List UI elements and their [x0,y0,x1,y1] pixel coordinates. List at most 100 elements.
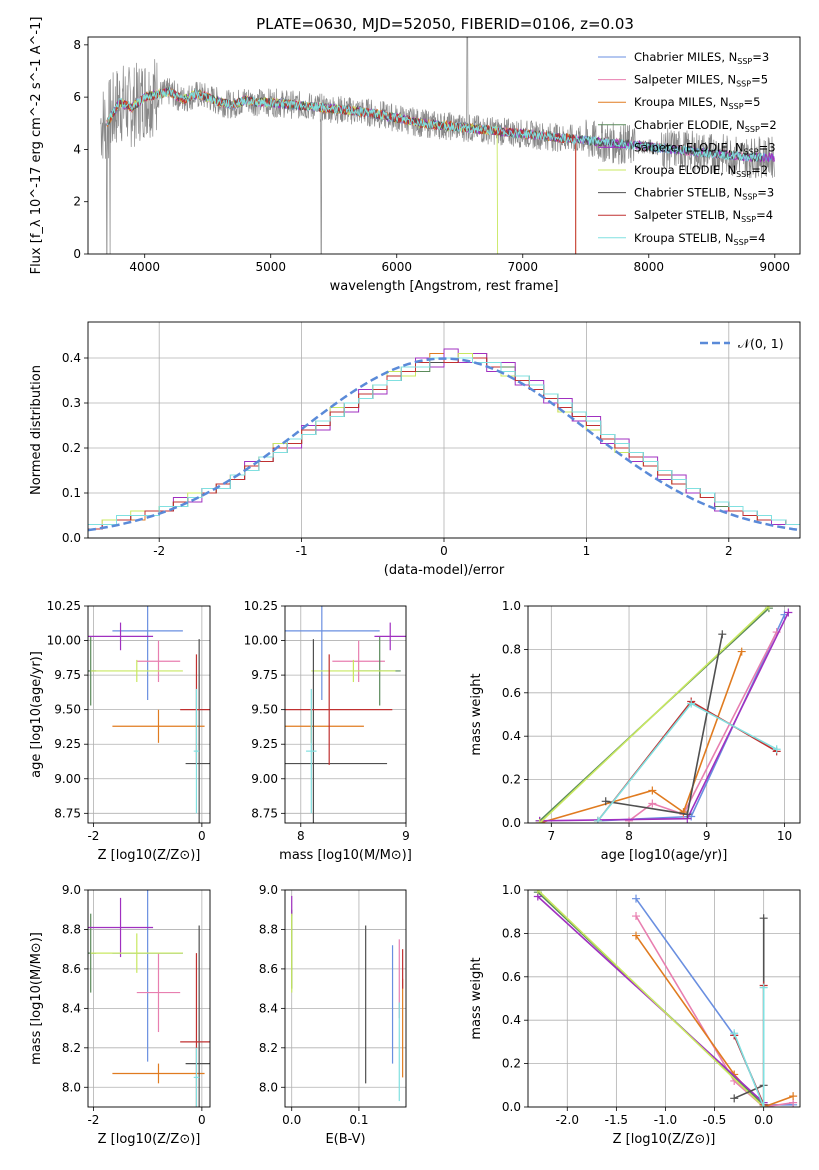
weight-point-marker [759,983,768,992]
y-tick-label: 6 [73,90,81,104]
x-axis-label: E(B-V) [325,1132,365,1147]
y-tick-label: 9.00 [54,772,81,786]
weight-line [539,651,743,823]
legend-entry: Salpeter ELODIE, NSSP=3 [634,140,776,156]
y-tick-label: 0.8 [502,926,521,940]
x-tick-label: 8 [625,829,633,843]
y-tick-label: 8.8 [62,922,81,936]
y-tick-label: 0.2 [62,441,81,455]
y-tick-label: 8.75 [54,806,81,820]
mass-vs-metallicity-panel: -2 0 8.0 8.2 8.4 8.6 8.8 9.0 Z [log10(Z/Z⊙)] mass… [29,883,211,1147]
y-tick-label: 0.0 [502,1100,521,1114]
x-tick-label: 7 [547,829,555,843]
weight-point-marker [772,745,781,754]
y-tick-label: 9.50 [251,703,278,717]
y-tick-label: 9.0 [62,883,81,897]
weight-point-marker [759,1103,768,1107]
mass-vs-ebv-panel: 0.0 0.1 8.0 8.2 8.4 8.6 8.8 9.0 E(B-V) [259,883,407,1147]
legend-count: =3 [752,50,769,64]
x-tick-label: -1 [296,544,308,558]
legend-entry: Chabrier STELIB, NSSP=3 [634,186,774,202]
x-tick-label: 4000 [129,260,160,274]
y-tick-label: 0.4 [502,1013,521,1027]
weight-point-marker [533,890,542,894]
weight-point-marker [601,797,610,806]
errorbar-group [291,895,404,1102]
weight-point-marker [648,786,657,795]
errorbar-group [88,890,210,1107]
x-axis-label: Z [log10(Z/Z⊙)] [613,1132,716,1147]
weight-point-marker [625,816,634,823]
x-tick-label: 9000 [760,260,791,274]
y-tick-label: 8.8 [259,922,278,936]
spectrum-lines [100,37,776,254]
histogram-lines [88,348,800,532]
legend-count: =3 [757,186,774,200]
y-tick-label: 8.2 [259,1041,278,1055]
x-tick-label: 9 [703,829,711,843]
spectrum-legend: Chabrier MILES, NSSP=3 Salpeter MILES, NS… [598,50,777,247]
legend-subscript: SSP [741,215,756,224]
legend-subscript: SSP [744,147,759,156]
y-tick-label: 9.25 [251,737,278,751]
axes-frame [284,889,407,1108]
x-tick-label: 0 [440,544,448,558]
x-tick-label: -0.5 [703,1113,726,1127]
y-tick-label: 0.6 [502,686,521,700]
axes-frame [527,889,801,1108]
x-tick-label: -2 [153,544,165,558]
weight-point-marker [759,914,768,923]
y-tick-label: 8.0 [62,1080,81,1094]
weight-point-marker [632,894,641,903]
legend-subscript: SSP [736,80,751,89]
y-tick-label: 8.0 [259,1080,278,1094]
x-tick-label: 9 [402,829,410,843]
y-tick-label: 8 [73,38,81,52]
axes-frame [284,605,407,824]
axes-frame [527,605,801,824]
y-tick-label: 10.25 [244,599,278,613]
weight-line [628,631,778,822]
weight-point-marker [683,810,692,819]
x-tick-label: 0 [198,1113,206,1127]
age-vs-metallicity-panel: -2 0 8.75 9.00 9.25 9.50 9.75 10.00 10.25 Z [log1… [29,599,211,863]
x-axis-label: Z [log10(Z/Z⊙)] [98,1132,201,1147]
x-tick-label: -1.0 [654,1113,677,1127]
errorbar-group [285,606,406,823]
x-tick-label: -1.5 [605,1113,628,1127]
x-tick-label: 0.0 [282,1113,301,1127]
y-tick-label: 9.50 [54,703,81,717]
residual-histogram [88,357,800,525]
legend-subscript: SSP [745,125,760,134]
legend-entry: Salpeter MILES, NSSP=5 [634,73,768,89]
x-tick-label: 10 [777,829,792,843]
weight-point-marker [593,816,602,823]
y-tick-label: 8.4 [62,1001,81,1015]
y-tick-label: 9.25 [54,737,81,751]
spectrum-panel: 4000 5000 6000 7000 8000 9000 0 2 4 6 8 wavelength … [29,17,801,294]
weight-point-marker [687,699,696,708]
axes-frame [87,605,211,824]
x-axis-label: mass [log10(M/M⊙)] [279,848,412,863]
y-tick-label: 4 [73,142,81,156]
y-tick-label: 0.2 [502,1057,521,1071]
weight-lines [535,606,793,823]
weight-vs-metallicity-panel: -2.0 -1.5 -1.0 -0.5 0.0 0.0 0.2 0.4 0.6 0.8 1.0 Z [… [469,883,801,1147]
x-tick-label: 0.1 [349,1113,368,1127]
x-axis-label: Z [log10(Z/Z⊙)] [98,848,201,863]
legend-entry: Kroupa STELIB, NSSP=4 [634,231,765,247]
weight-point-marker [784,608,793,617]
y-tick-label: 8.4 [259,1001,278,1015]
x-tick-label: -2 [87,1113,99,1127]
y-tick-label: 0.1 [62,486,81,500]
x-tick-label: 6000 [381,260,412,274]
plot-area [528,606,800,823]
weight-point-marker [764,606,773,610]
legend-count: =5 [751,73,768,87]
legend-count: =2 [751,163,768,177]
weight-point-marker [632,931,641,940]
y-tick-label: 0.4 [502,729,521,743]
x-tick-label: 0.0 [754,1113,773,1127]
y-tick-label: 1.0 [502,883,521,897]
y-axis-label: age [log10(age/yr)] [29,651,44,778]
